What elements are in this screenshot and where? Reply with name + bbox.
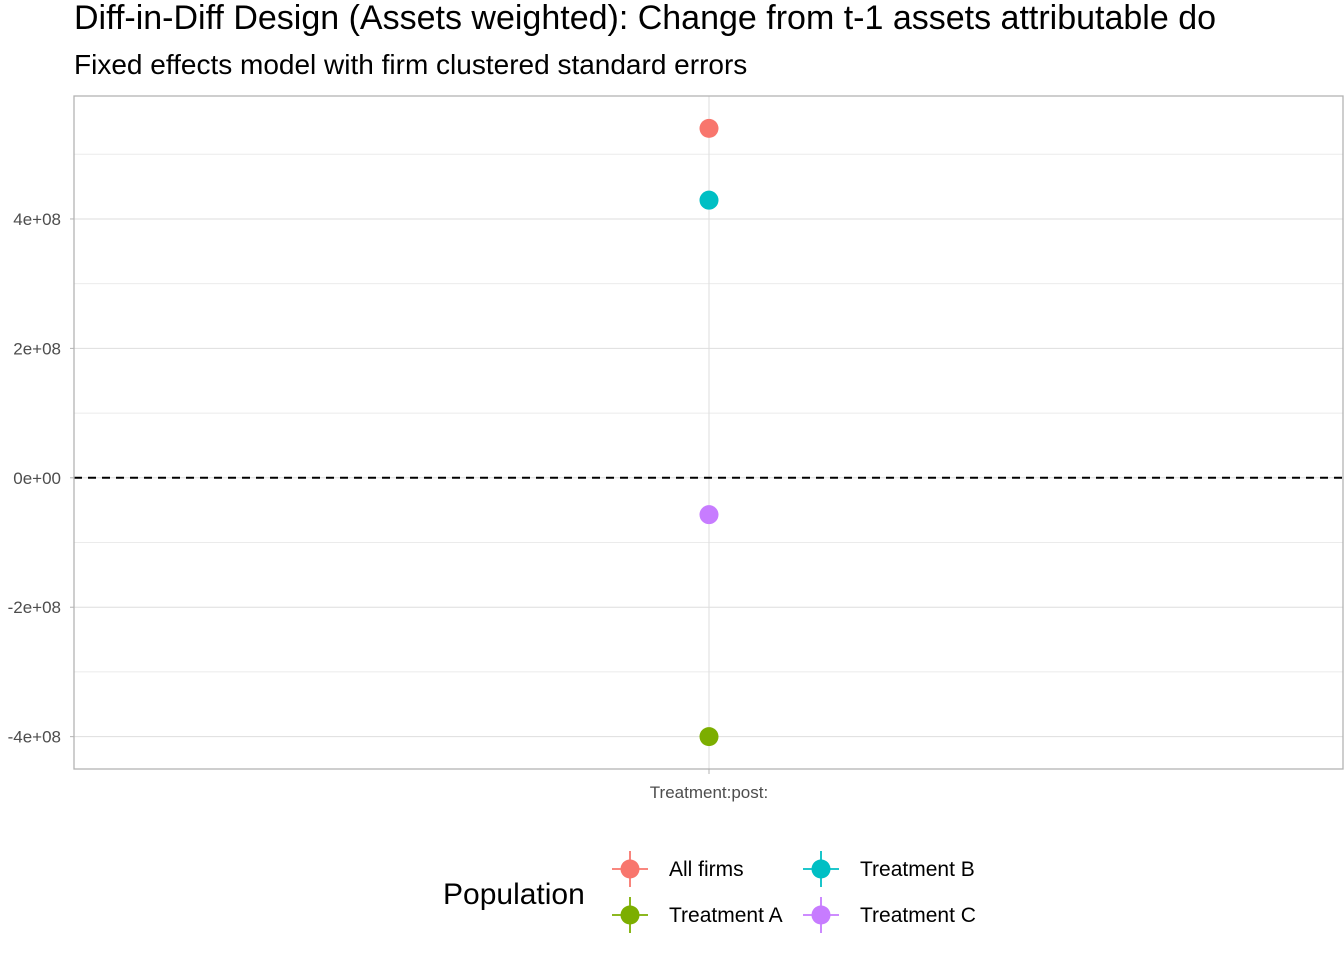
y-tick-label: 4e+08 bbox=[13, 210, 61, 229]
data-point bbox=[699, 118, 719, 138]
data-point bbox=[699, 727, 719, 747]
data-point bbox=[699, 190, 719, 210]
chart-subtitle: Fixed effects model with firm clustered … bbox=[74, 49, 747, 80]
legend-label: Treatment B bbox=[860, 858, 975, 881]
y-tick-label: -2e+08 bbox=[8, 598, 61, 617]
y-tick-label: -4e+08 bbox=[8, 728, 61, 747]
legend-key-dot bbox=[620, 859, 640, 879]
legend-title: Population bbox=[443, 878, 585, 911]
legend-label: Treatment C bbox=[860, 904, 976, 927]
legend-key-dot bbox=[620, 905, 640, 925]
legend-key-dot bbox=[811, 859, 831, 879]
chart-title: Diff-in-Diff Design (Assets weighted): C… bbox=[74, 0, 1216, 37]
legend-key-dot bbox=[811, 905, 831, 925]
plot-panel: -4e+08 -2e+08 0e+00 2e+08 4e+08 Treatment:pos… bbox=[8, 95, 1344, 802]
y-tick-label: 2e+08 bbox=[13, 339, 61, 358]
x-tick-label: Treatment:post: bbox=[650, 783, 768, 802]
data-point bbox=[699, 505, 719, 525]
y-tick-label: 0e+00 bbox=[13, 469, 61, 488]
legend-label: Treatment A bbox=[669, 904, 783, 927]
legend: Population All firms Treatment A Treatment… bbox=[443, 851, 976, 933]
legend-label: All firms bbox=[669, 858, 744, 881]
